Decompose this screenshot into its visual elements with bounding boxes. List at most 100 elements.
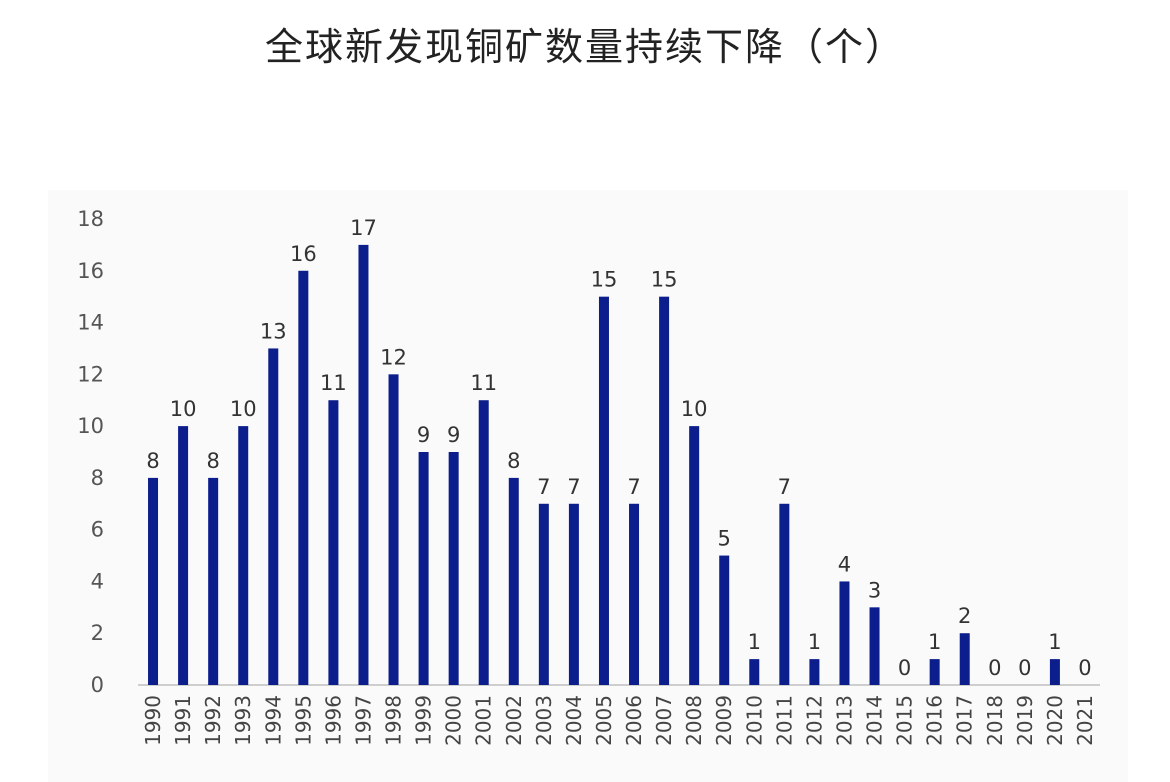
x-tick-label: 1993 <box>231 695 255 746</box>
data-label: 1 <box>1048 630 1061 654</box>
x-tick-label: 2019 <box>1013 695 1037 746</box>
data-label: 11 <box>470 371 497 395</box>
bar <box>388 374 399 685</box>
data-label: 7 <box>627 475 640 499</box>
data-label: 8 <box>507 449 520 473</box>
x-tick-label: 2002 <box>502 695 526 746</box>
x-tick-label: 1991 <box>171 695 195 746</box>
x-tick-label: 2017 <box>953 695 977 746</box>
y-tick-label: 16 <box>77 259 104 283</box>
data-label: 3 <box>868 578 881 602</box>
x-tick-label: 2011 <box>772 695 796 746</box>
bar <box>148 477 159 685</box>
bar <box>629 503 640 685</box>
data-label: 11 <box>320 371 347 395</box>
data-label: 9 <box>417 423 430 447</box>
data-label: 5 <box>718 527 731 551</box>
chart-title: 全球新发现铜矿数量持续下降（个） <box>264 25 905 69</box>
data-label: 8 <box>146 449 159 473</box>
x-tick-label: 2021 <box>1073 695 1097 746</box>
x-tick-label: 2008 <box>682 695 706 746</box>
x-tick-label: 2010 <box>742 695 766 746</box>
x-tick-label: 1990 <box>141 695 165 746</box>
x-tick-label: 2015 <box>893 695 917 746</box>
data-label: 9 <box>447 423 460 447</box>
bar <box>568 503 579 685</box>
bar <box>508 477 519 685</box>
bar <box>598 296 609 685</box>
y-tick-label: 0 <box>91 673 104 697</box>
data-label: 1 <box>928 630 941 654</box>
x-tick-label: 2006 <box>622 695 646 746</box>
bar <box>719 555 730 685</box>
bar <box>809 659 820 685</box>
bar <box>689 426 700 685</box>
y-tick-label: 14 <box>77 311 104 335</box>
x-tick-label: 2004 <box>562 695 586 746</box>
y-tick-label: 18 <box>77 207 104 231</box>
bar <box>929 659 940 685</box>
bar <box>418 452 429 685</box>
x-tick-label: 2009 <box>712 695 736 746</box>
bar <box>478 400 489 685</box>
x-tick-label: 2014 <box>863 695 887 746</box>
y-tick-label: 10 <box>77 414 104 438</box>
data-label: 17 <box>350 216 377 240</box>
bar <box>448 452 459 685</box>
y-tick-label: 12 <box>77 362 104 386</box>
data-label: 16 <box>290 242 317 266</box>
data-label: 0 <box>898 656 911 680</box>
bar <box>238 426 249 685</box>
data-label: 1 <box>748 630 761 654</box>
bar <box>538 503 549 685</box>
x-tick-label: 2005 <box>592 695 616 746</box>
data-label: 7 <box>778 475 791 499</box>
data-label: 0 <box>1078 656 1091 680</box>
x-tick-label: 1996 <box>321 695 345 746</box>
data-label: 10 <box>170 397 197 421</box>
x-tick-label: 2001 <box>472 695 496 746</box>
bar <box>749 659 760 685</box>
bar <box>869 607 880 685</box>
x-tick-label: 2000 <box>442 695 466 746</box>
bar <box>268 348 279 685</box>
bar <box>328 400 339 685</box>
y-tick-label: 6 <box>91 518 104 542</box>
data-label: 1 <box>808 630 821 654</box>
bar <box>208 477 219 685</box>
bar <box>298 270 309 685</box>
data-label: 15 <box>591 268 618 292</box>
y-tick-label: 4 <box>91 569 104 593</box>
bar <box>1049 659 1060 685</box>
data-label: 7 <box>567 475 580 499</box>
x-tick-label: 1998 <box>382 695 406 746</box>
x-tick-label: 2013 <box>832 695 856 746</box>
bar <box>779 503 790 685</box>
data-label: 10 <box>681 397 708 421</box>
data-label: 0 <box>1018 656 1031 680</box>
plot-background <box>48 190 1128 782</box>
x-tick-label: 1999 <box>412 695 436 746</box>
bar <box>959 633 970 685</box>
data-label: 12 <box>380 345 407 369</box>
bar <box>178 426 189 685</box>
bar <box>839 581 850 685</box>
x-tick-label: 2012 <box>802 695 826 746</box>
x-tick-label: 2020 <box>1043 695 1067 746</box>
data-label: 8 <box>206 449 219 473</box>
x-tick-label: 1994 <box>261 695 285 746</box>
data-label: 2 <box>958 604 971 628</box>
bar <box>358 244 369 685</box>
data-label: 15 <box>651 268 678 292</box>
y-tick-label: 8 <box>91 466 104 490</box>
x-tick-label: 2016 <box>923 695 947 746</box>
data-label: 4 <box>838 552 851 576</box>
data-label: 13 <box>260 319 287 343</box>
data-label: 7 <box>537 475 550 499</box>
x-tick-label: 1995 <box>291 695 315 746</box>
data-label: 0 <box>988 656 1001 680</box>
x-tick-label: 1992 <box>201 695 225 746</box>
data-label: 10 <box>230 397 257 421</box>
